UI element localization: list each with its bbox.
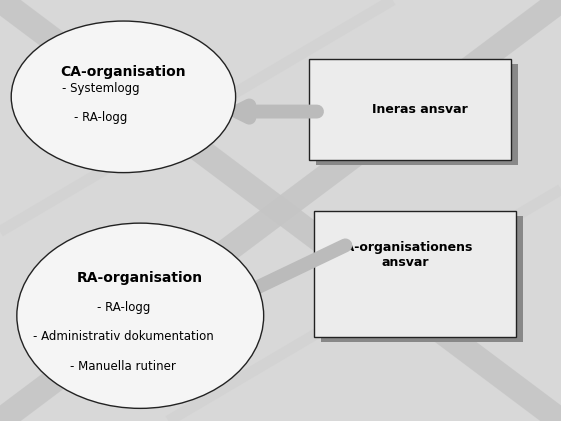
FancyBboxPatch shape bbox=[316, 64, 518, 165]
FancyBboxPatch shape bbox=[309, 59, 511, 160]
FancyBboxPatch shape bbox=[321, 216, 523, 342]
Text: - Manuella rutiner: - Manuella rutiner bbox=[71, 360, 176, 373]
FancyBboxPatch shape bbox=[314, 210, 516, 337]
Text: RA-organisationens
ansvar: RA-organisationens ansvar bbox=[337, 241, 473, 269]
Ellipse shape bbox=[11, 21, 236, 173]
Text: - Administrativ dokumentation: - Administrativ dokumentation bbox=[33, 330, 214, 343]
Text: - RA-logg: - RA-logg bbox=[96, 301, 150, 314]
Ellipse shape bbox=[17, 223, 264, 408]
Text: - RA-logg: - RA-logg bbox=[74, 112, 128, 124]
Text: CA-organisation: CA-organisation bbox=[61, 64, 186, 79]
Text: - Systemlogg: - Systemlogg bbox=[62, 82, 140, 95]
Text: RA-organisation: RA-organisation bbox=[77, 271, 203, 285]
Text: Ineras ansvar: Ineras ansvar bbox=[372, 103, 467, 116]
